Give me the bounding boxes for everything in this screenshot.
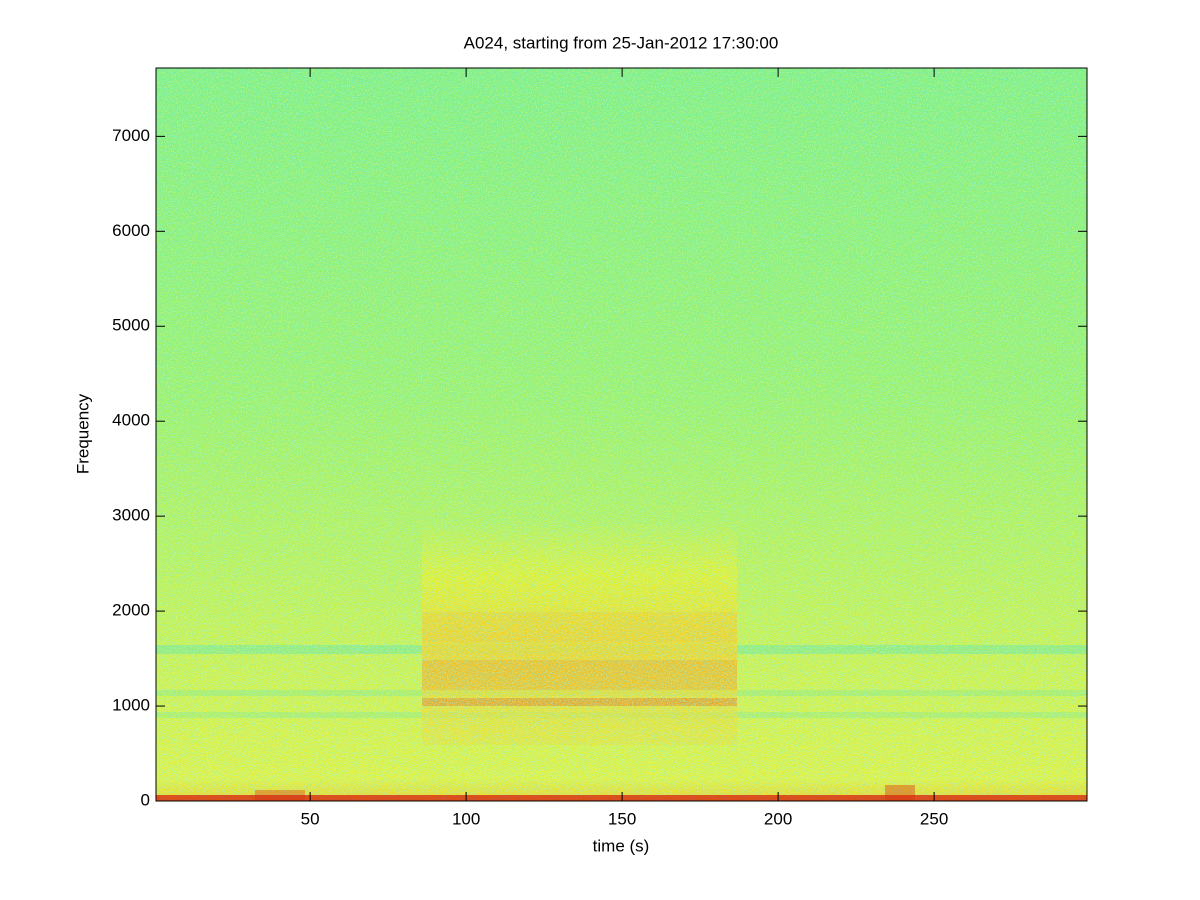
y-tick-label: 6000	[112, 221, 150, 240]
axes-box	[155, 67, 1088, 802]
x-axis-label: time (s)	[593, 836, 650, 855]
y-tick-label: 7000	[112, 126, 150, 145]
x-tick-label: 100	[452, 809, 480, 828]
y-tick-label: 3000	[112, 506, 150, 525]
x-tick-label: 250	[920, 809, 948, 828]
spectrogram-image	[156, 68, 1087, 801]
x-tick-label: 150	[608, 809, 636, 828]
y-tick-label: 2000	[112, 601, 150, 620]
y-tick-label: 1000	[112, 696, 150, 715]
y-tick-label: 4000	[112, 411, 150, 430]
y-tick-label: 0	[141, 790, 150, 809]
chart-title: A024, starting from 25-Jan-2012 17:30:00	[464, 33, 779, 52]
x-tick-label: 50	[301, 809, 320, 828]
y-tick-label: 5000	[112, 316, 150, 335]
y-axis-label: Frequency	[73, 393, 92, 474]
x-tick-label: 200	[764, 809, 792, 828]
